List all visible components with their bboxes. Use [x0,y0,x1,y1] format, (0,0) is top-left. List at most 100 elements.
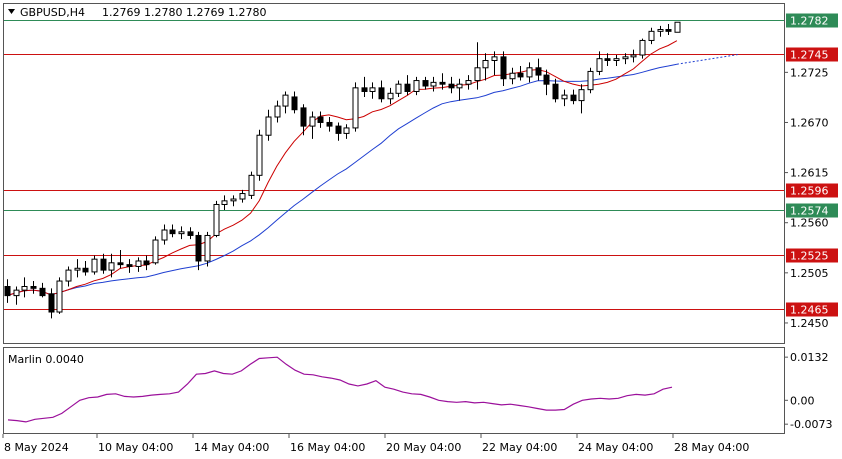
candle-body [604,58,611,61]
candle-47 [413,76,420,96]
candle-9 [82,260,89,276]
x-tick-label-0: 8 May 2024 [4,441,69,454]
candle-body [465,80,472,85]
candle-45 [395,80,402,97]
candle-7 [65,266,72,287]
candle-42 [369,82,376,99]
level-tag-5 [786,302,838,317]
horizontal-levels [4,20,784,310]
candle-body [82,267,89,273]
candle-body [622,56,629,60]
candle-body [309,116,316,127]
candle-body [187,231,194,236]
candle-22 [195,231,202,271]
candle-62 [543,69,550,96]
candle-58 [509,67,516,85]
candle-59 [517,65,524,81]
candle-body [126,264,133,267]
candle-body [613,58,620,61]
candle-body [361,87,368,92]
candle-body [543,74,550,85]
level-tag-2 [786,183,838,198]
x-tick-label-4: 20 May 04:00 [386,441,461,454]
level-tag-3 [786,203,838,218]
candle-71 [622,53,629,65]
candle-31 [274,100,281,123]
candle-16 [143,255,150,271]
candle-12 [108,253,115,278]
candle-body [265,116,272,136]
level-tag-label-0: 1.2782 [790,15,829,28]
level-tag-label-1: 1.2745 [790,49,829,62]
candle-body [596,58,603,72]
candle-64 [561,89,568,107]
candle-25 [221,195,228,210]
candle-74 [648,27,655,45]
y-tick-label-5: 1.2450 [790,317,829,330]
collapse-triangle-icon[interactable] [8,9,15,14]
candle-76 [665,24,672,35]
candle-body [500,56,507,80]
candle-75 [657,25,664,37]
candle-27 [239,189,246,203]
candle-11 [100,253,107,274]
candle-39 [343,124,350,139]
candle-body [317,116,324,123]
moving-averages [6,40,738,297]
candle-body [326,121,333,127]
y-tick-label-0: 1.2725 [790,66,829,79]
price-axis: 1.2782 1.2745 1.2596 1.2574 1.2525 1.2465 1.27… [784,13,838,431]
candle-33 [291,91,298,114]
candle-36 [317,111,324,128]
candle-body [674,21,681,33]
level-tag-label-3: 1.2574 [790,205,829,218]
candle-body [535,67,542,76]
x-tick-label-6: 24 May 04:00 [578,441,653,454]
candle-body [169,229,176,235]
candle-17 [152,236,159,265]
candle-body [65,269,72,282]
candle-body [439,81,446,85]
candle-body [422,80,429,87]
candle-body [639,39,646,56]
candle-34 [300,104,307,136]
candle-body [13,289,20,297]
candle-body [665,29,672,32]
candle-13 [117,250,124,269]
symbol-label: GBPUSD,H4 [20,6,85,19]
candle-21 [187,227,194,240]
time-axis: 8 May 2024 10 May 04:00 14 May 04:00 16 May… [2,434,749,454]
candle-body [456,83,463,89]
candle-body [135,260,142,267]
candle-43 [378,80,385,103]
candles [4,21,681,319]
y-tick-label-1: 1.2670 [790,116,829,129]
candle-10 [91,255,98,275]
candle-5 [48,288,55,319]
candle-30 [265,109,272,141]
candle-50 [439,73,446,90]
candle-44 [387,87,394,105]
candle-35 [309,111,316,139]
marlin-line [7,356,673,423]
candle-23 [204,231,211,267]
indicator-plot-frame [3,347,785,434]
candle-15 [135,257,142,272]
candle-body [239,193,246,200]
candle-body [213,203,220,236]
oscillator [7,356,673,423]
level-tag-label-4: 1.2525 [790,250,829,263]
candle-40 [352,82,359,132]
candle-body [256,134,263,176]
candle-55 [482,53,489,81]
candle-77 [674,21,681,33]
candle-body [108,262,115,271]
level-tag-0 [786,13,838,28]
candle-body [491,56,498,62]
candle-body [413,80,420,92]
candle-6 [56,277,63,314]
candle-69 [604,53,611,66]
candle-61 [535,58,542,81]
candle-body [335,125,342,134]
ma-fast-line [6,40,678,297]
